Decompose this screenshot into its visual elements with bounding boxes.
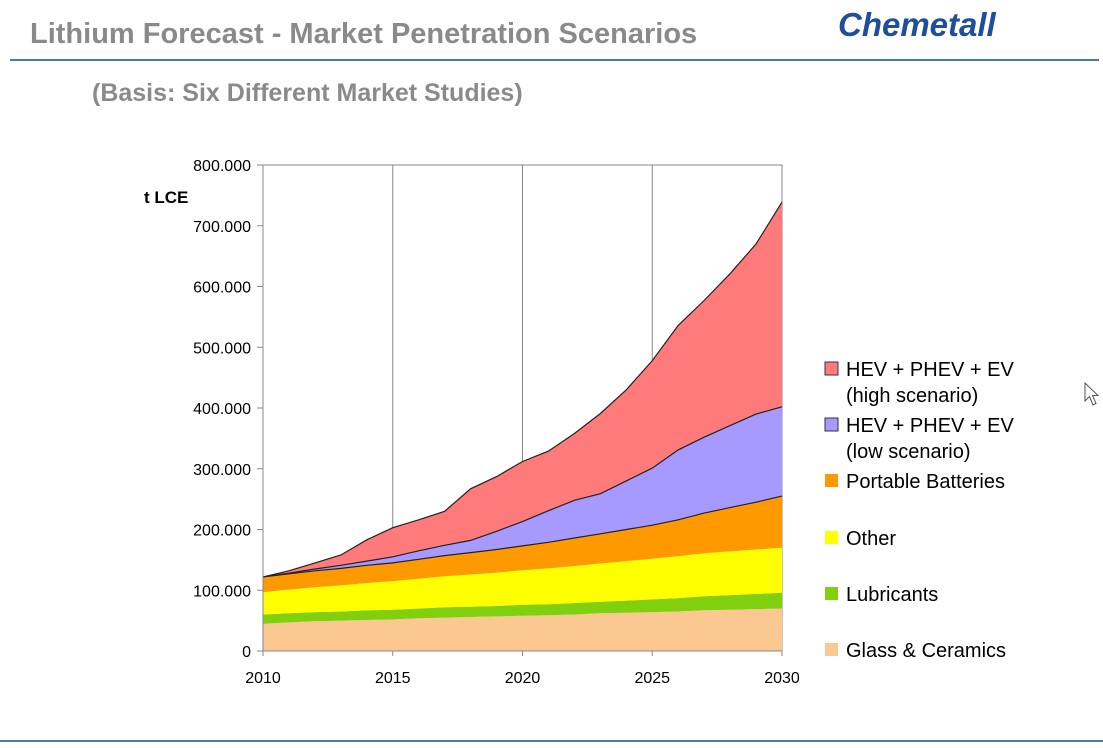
y-tick-label: 700.000 <box>193 219 251 236</box>
y-axis: 0 100.000 200.000 300.000 400.000 500.000 600.… <box>193 158 264 661</box>
y-tick-label: 100.000 <box>193 583 251 600</box>
legend-swatch <box>825 643 838 656</box>
legend-label-sub: (high scenario) <box>846 385 978 407</box>
legend: HEV + PHEV + EV (high scenario) HEV + PHEV… <box>824 359 1015 662</box>
y-tick-label: 800.000 <box>193 158 251 175</box>
area-hev-phev-ev-low-scenario <box>263 406 782 577</box>
page-title: Lithium Forecast - Market Penetration Sc… <box>30 18 698 50</box>
legend-label: HEV + PHEV + EV <box>846 415 1015 437</box>
x-tick-label: 2010 <box>245 670 281 687</box>
legend-swatch <box>825 587 838 600</box>
legend-swatch <box>824 361 839 376</box>
mouse-pointer-icon <box>1084 381 1100 413</box>
legend-label: Lubricants <box>846 584 938 606</box>
legend-label-sub: (low scenario) <box>846 441 970 463</box>
area-lubricants <box>263 592 782 624</box>
y-tick-label: 0 <box>242 644 251 661</box>
x-tick-label: 2025 <box>634 670 670 687</box>
boundary-hev-phev-ev-low-scenario <box>262 406 783 578</box>
x-tick-label: 2015 <box>375 670 411 687</box>
area-hev-phev-ev-high-scenario <box>263 202 782 577</box>
legend-label: HEV + PHEV + EV <box>846 359 1015 381</box>
brand-logo: Chemetall <box>838 6 996 43</box>
series-boundaries <box>262 201 783 578</box>
y-tick-label: 500.000 <box>193 340 251 357</box>
legend-swatch <box>825 474 838 487</box>
legend-label: Portable Batteries <box>846 471 1005 493</box>
series-areas <box>263 202 782 651</box>
boundary-hev-phev-ev-high-scenario <box>262 201 783 578</box>
y-tick-label: 300.000 <box>193 462 251 479</box>
area-other <box>263 547 782 615</box>
footer-divider <box>0 740 1103 742</box>
page-subtitle: (Basis: Six Different Market Studies) <box>92 79 523 107</box>
x-tick-label: 2020 <box>505 670 541 687</box>
y-tick-label: 600.000 <box>193 280 251 297</box>
boundary-portable-batteries <box>262 495 783 578</box>
y-axis-label: t LCE <box>144 188 188 207</box>
y-tick-label: 200.000 <box>193 523 251 540</box>
area-portable-batteries <box>263 496 782 593</box>
x-tick-label: 2030 <box>764 670 800 687</box>
area-glass-ceramics <box>263 608 782 651</box>
legend-swatch <box>824 417 839 432</box>
legend-label: Glass & Ceramics <box>846 640 1006 662</box>
x-axis: 2010 2015 2020 2025 2030 <box>245 650 800 687</box>
y-tick-label: 400.000 <box>193 401 251 418</box>
legend-label: Other <box>846 528 896 550</box>
header-divider <box>10 59 1099 61</box>
legend-swatch <box>825 531 838 544</box>
